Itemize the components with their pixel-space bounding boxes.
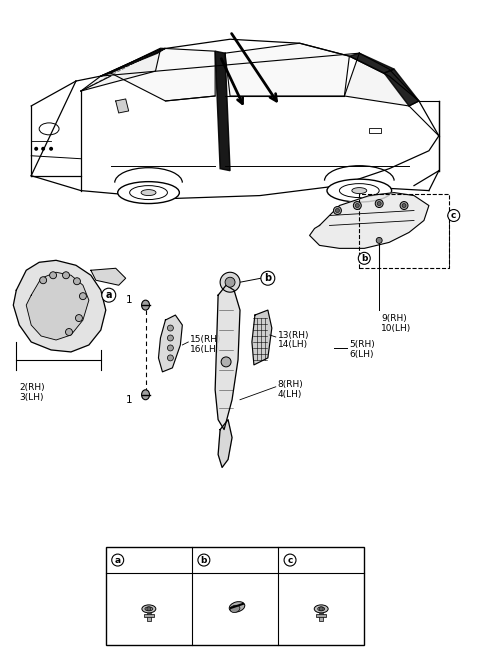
Polygon shape [116, 99, 129, 113]
Text: 7: 7 [216, 555, 223, 565]
Circle shape [73, 278, 81, 285]
Text: 6(LH): 6(LH) [349, 350, 374, 360]
Ellipse shape [352, 188, 367, 194]
Text: 11: 11 [130, 555, 144, 565]
Polygon shape [26, 272, 89, 340]
Circle shape [225, 277, 235, 287]
Ellipse shape [142, 390, 150, 400]
Polygon shape [158, 315, 182, 372]
Circle shape [62, 272, 70, 278]
Circle shape [221, 357, 231, 367]
Text: 2(RH): 2(RH) [19, 383, 45, 393]
Text: 12: 12 [302, 555, 316, 565]
Circle shape [358, 252, 370, 264]
Text: c: c [451, 211, 456, 220]
Text: 5(RH): 5(RH) [349, 340, 375, 350]
Polygon shape [225, 43, 349, 96]
Bar [106, 547, 364, 645]
Polygon shape [215, 285, 240, 429]
Circle shape [49, 147, 53, 151]
Text: 16(LH): 16(LH) [190, 346, 220, 354]
Circle shape [319, 607, 323, 611]
Ellipse shape [327, 179, 392, 202]
Text: 10(LH): 10(LH) [381, 323, 411, 333]
Circle shape [112, 554, 124, 566]
Bar [147, 613, 151, 621]
Ellipse shape [142, 605, 156, 613]
Circle shape [168, 355, 173, 361]
Circle shape [355, 203, 360, 207]
Circle shape [147, 607, 151, 611]
Ellipse shape [145, 607, 153, 611]
Circle shape [377, 201, 381, 205]
Circle shape [49, 272, 57, 278]
Bar [316, 614, 326, 617]
Circle shape [220, 272, 240, 292]
Bar [319, 613, 323, 621]
Polygon shape [218, 419, 232, 468]
Circle shape [353, 201, 361, 209]
Circle shape [79, 293, 86, 300]
Polygon shape [384, 69, 419, 106]
Ellipse shape [118, 182, 180, 203]
Circle shape [261, 271, 275, 285]
Text: 1: 1 [126, 295, 132, 305]
Ellipse shape [230, 605, 240, 613]
Circle shape [40, 276, 47, 284]
Text: b: b [264, 273, 271, 283]
Polygon shape [215, 51, 230, 170]
Circle shape [376, 238, 382, 244]
Circle shape [168, 335, 173, 341]
Bar [360, 194, 449, 268]
Circle shape [168, 345, 173, 351]
Polygon shape [91, 268, 126, 285]
Text: a: a [106, 290, 112, 300]
Circle shape [334, 207, 341, 215]
Circle shape [402, 203, 406, 207]
Ellipse shape [318, 607, 324, 611]
Polygon shape [111, 48, 215, 101]
Circle shape [41, 147, 45, 151]
Polygon shape [349, 53, 394, 73]
Ellipse shape [142, 300, 150, 310]
Circle shape [102, 289, 116, 302]
Polygon shape [344, 53, 419, 106]
Text: b: b [201, 556, 207, 564]
Text: 1: 1 [126, 395, 132, 405]
Text: 8(RH): 8(RH) [278, 380, 303, 389]
Ellipse shape [314, 605, 328, 613]
Text: 9(RH): 9(RH) [381, 313, 407, 323]
Text: 15(RH): 15(RH) [190, 336, 222, 344]
Bar [144, 614, 154, 617]
Text: c: c [288, 556, 293, 564]
Circle shape [448, 209, 460, 221]
Circle shape [198, 554, 210, 566]
Circle shape [168, 325, 173, 331]
Text: 14(LH): 14(LH) [278, 340, 308, 350]
Circle shape [375, 199, 383, 207]
Text: 4(LH): 4(LH) [278, 391, 302, 399]
Polygon shape [310, 193, 429, 248]
Circle shape [336, 209, 339, 213]
Polygon shape [81, 49, 160, 91]
Circle shape [34, 147, 38, 151]
Circle shape [75, 315, 83, 321]
Polygon shape [13, 260, 106, 352]
Ellipse shape [229, 602, 245, 612]
Circle shape [65, 329, 72, 336]
Circle shape [284, 554, 296, 566]
Polygon shape [252, 310, 272, 365]
Text: 13(RH): 13(RH) [278, 331, 309, 340]
Bar [369, 128, 381, 133]
Text: a: a [115, 556, 121, 564]
Circle shape [400, 201, 408, 209]
Ellipse shape [141, 190, 156, 195]
Text: b: b [361, 254, 368, 263]
Text: 3(LH): 3(LH) [19, 393, 44, 402]
Polygon shape [101, 48, 166, 76]
